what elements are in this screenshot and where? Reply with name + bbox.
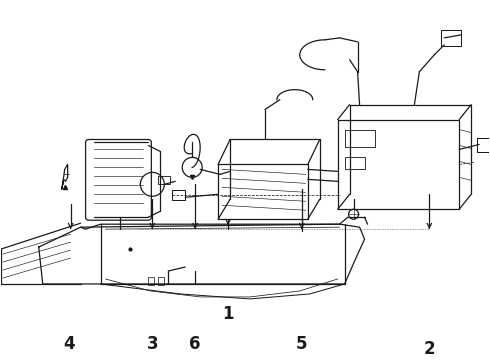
Text: 3: 3 (147, 335, 158, 353)
Bar (158, 176, 170, 184)
Bar (344, 130, 374, 148)
Bar (148, 277, 154, 285)
Text: 4: 4 (63, 335, 74, 353)
Bar (172, 190, 185, 200)
Bar (441, 30, 461, 46)
Text: 1: 1 (222, 305, 234, 323)
Text: 5: 5 (296, 335, 308, 353)
Bar (477, 139, 490, 152)
Text: 2: 2 (423, 340, 435, 358)
Bar (344, 157, 365, 170)
Text: 6: 6 (190, 335, 201, 353)
Bar (158, 277, 164, 285)
